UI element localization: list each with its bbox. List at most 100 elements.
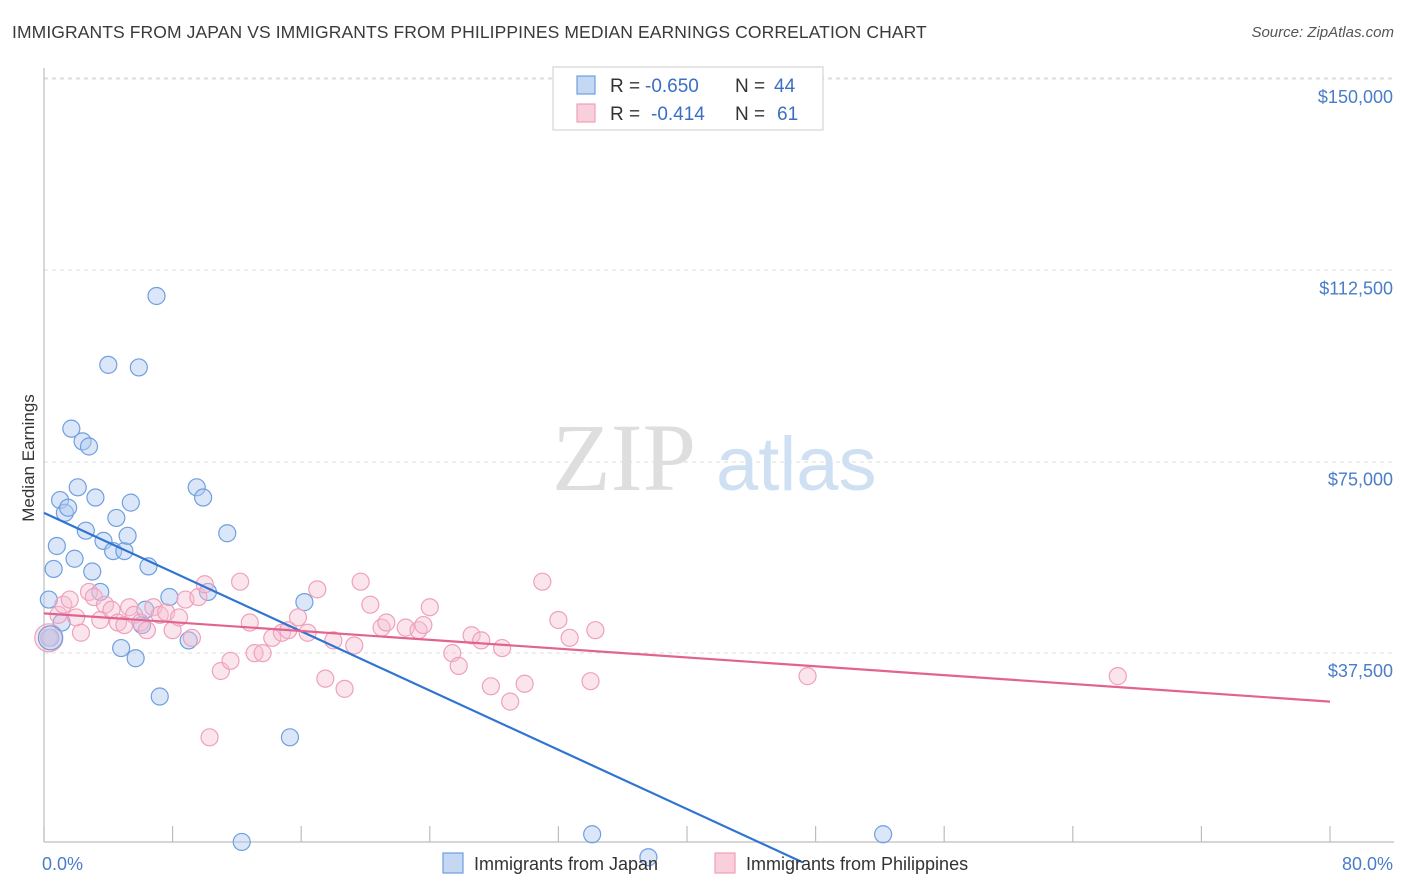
bottom-legend-label-philippines: Immigrants from Philippines bbox=[746, 854, 968, 874]
data-point bbox=[83, 562, 102, 581]
x-tick-label-min: 0.0% bbox=[42, 854, 83, 874]
data-points bbox=[34, 286, 1127, 867]
data-point bbox=[39, 590, 58, 609]
y-axis-label: Median Earnings bbox=[19, 394, 38, 522]
data-point bbox=[351, 572, 370, 591]
data-point bbox=[549, 610, 568, 630]
data-point bbox=[253, 644, 272, 663]
data-point-cluster bbox=[37, 625, 64, 651]
trend-line-0 bbox=[43, 511, 804, 864]
legend-n-label-japan: N = bbox=[735, 76, 765, 97]
axes: $37,500 $75,000 $112,500 $150,000 0.0% 80.0% bbox=[42, 68, 1394, 874]
data-point bbox=[67, 608, 86, 627]
data-point bbox=[798, 667, 817, 686]
data-point bbox=[218, 524, 237, 543]
data-point bbox=[449, 656, 468, 675]
data-point bbox=[515, 674, 534, 693]
data-point bbox=[345, 636, 364, 655]
legend-swatch-philippines bbox=[576, 103, 596, 123]
data-point bbox=[316, 669, 335, 688]
data-point bbox=[280, 728, 300, 747]
data-point bbox=[59, 498, 78, 517]
data-point bbox=[295, 593, 314, 612]
data-point bbox=[179, 631, 198, 650]
legend-r-value-japan: -0.650 bbox=[645, 76, 699, 97]
chart-title: IMMIGRANTS FROM JAPAN VS IMMIGRANTS FROM… bbox=[12, 22, 927, 42]
data-point bbox=[129, 358, 148, 377]
data-point bbox=[182, 628, 201, 647]
y-tick-label: $37,500 bbox=[1328, 661, 1393, 681]
data-point bbox=[420, 598, 439, 617]
data-point bbox=[472, 631, 491, 650]
data-point bbox=[361, 595, 380, 614]
data-point bbox=[232, 832, 251, 852]
grid-lines bbox=[44, 77, 1394, 654]
data-point bbox=[137, 621, 156, 640]
legend-swatch-japan bbox=[576, 75, 596, 95]
data-point bbox=[44, 559, 63, 579]
data-point bbox=[481, 677, 500, 696]
y-tick-label: $150,000 bbox=[1318, 87, 1393, 107]
bottom-legend-label-japan: Immigrants from Japan bbox=[474, 854, 658, 874]
x-tick-label-max: 80.0% bbox=[1342, 854, 1393, 874]
data-point bbox=[639, 848, 658, 867]
legend-n-value-philippines: 61 bbox=[777, 104, 798, 125]
legend-n-label-philippines: N = bbox=[735, 104, 765, 125]
data-point bbox=[493, 638, 512, 658]
data-point bbox=[62, 419, 81, 438]
data-point bbox=[76, 521, 95, 540]
data-point bbox=[501, 692, 520, 711]
data-point bbox=[47, 536, 66, 556]
data-point bbox=[533, 572, 552, 591]
data-point bbox=[187, 478, 206, 497]
data-point bbox=[200, 728, 219, 747]
data-point bbox=[65, 549, 84, 568]
trend-line-1 bbox=[43, 612, 1331, 703]
legend-r-value-philippines: -0.414 bbox=[651, 104, 705, 125]
bottom-legend-swatch-philippines bbox=[714, 852, 736, 874]
data-point bbox=[86, 488, 105, 507]
data-point bbox=[118, 526, 137, 545]
data-point bbox=[126, 649, 145, 668]
trend-lines bbox=[43, 511, 1331, 864]
data-point bbox=[581, 672, 600, 691]
data-point bbox=[112, 638, 131, 658]
data-point bbox=[150, 687, 169, 706]
data-point bbox=[583, 825, 602, 844]
data-point bbox=[79, 437, 99, 456]
y-tick-label: $75,000 bbox=[1328, 470, 1393, 490]
data-point bbox=[231, 572, 250, 591]
data-point bbox=[1108, 667, 1127, 686]
data-point bbox=[335, 679, 354, 698]
data-point bbox=[194, 488, 213, 507]
legend-r-label-philippines: R = bbox=[610, 104, 640, 125]
data-point bbox=[414, 615, 433, 635]
legend-top: R = -0.650 N = 44 R = -0.414 N = 61 bbox=[552, 66, 824, 131]
data-point bbox=[115, 541, 134, 561]
data-point bbox=[377, 613, 396, 632]
watermark-atlas: atlas bbox=[716, 422, 877, 507]
data-point bbox=[60, 590, 79, 609]
data-point bbox=[121, 493, 140, 512]
data-point bbox=[147, 286, 166, 306]
data-point bbox=[586, 621, 605, 640]
legend-n-value-japan: 44 bbox=[774, 76, 796, 97]
bottom-legend-swatch-japan bbox=[442, 852, 464, 874]
data-point bbox=[79, 582, 99, 602]
legend-bottom: Immigrants from Japan Immigrants from Ph… bbox=[442, 852, 968, 874]
watermark-zip: ZIP bbox=[552, 404, 696, 511]
data-point bbox=[39, 628, 58, 647]
data-point bbox=[68, 478, 87, 497]
data-point bbox=[99, 355, 118, 374]
data-point bbox=[288, 608, 308, 627]
data-point bbox=[560, 628, 579, 647]
data-point bbox=[874, 825, 893, 844]
legend-r-label-japan: R = bbox=[610, 76, 640, 97]
data-point bbox=[308, 580, 327, 599]
source-credit: Source: ZipAtlas.com bbox=[1251, 24, 1394, 41]
data-point bbox=[107, 508, 126, 528]
data-point bbox=[71, 623, 91, 642]
y-tick-label: $112,500 bbox=[1319, 278, 1393, 298]
watermark: ZIP atlas bbox=[552, 404, 877, 511]
